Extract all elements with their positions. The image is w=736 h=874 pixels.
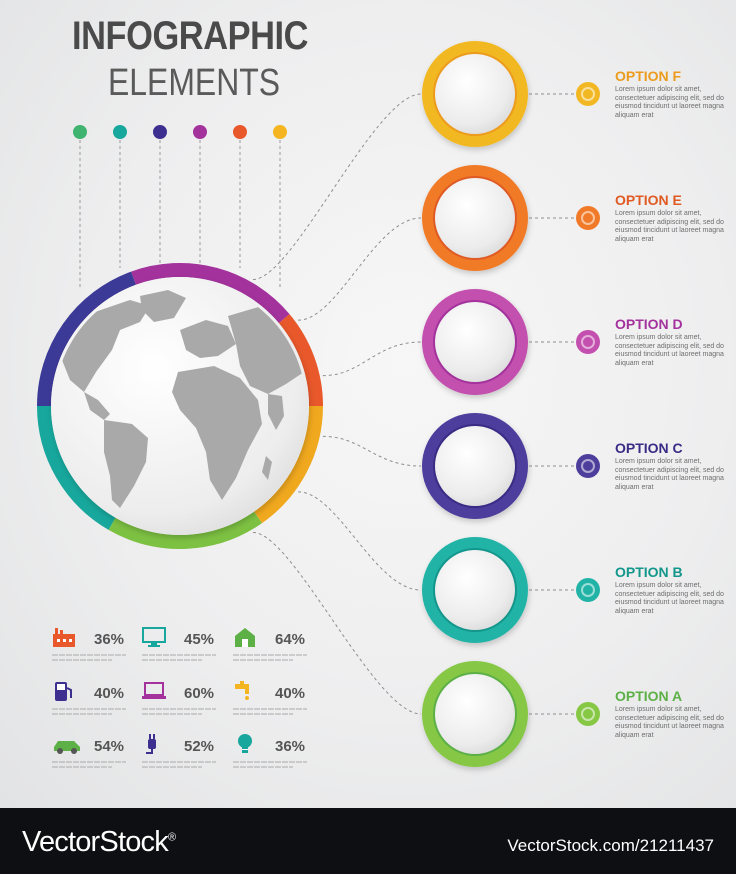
fuel-pump-icon (52, 680, 76, 707)
lightbulb-icon (233, 733, 257, 760)
dashed-connector (322, 341, 422, 377)
option-title: OPTION A (615, 688, 683, 704)
image-id: VectorStock.com/21211437 (507, 836, 714, 855)
option-dot-inner (581, 87, 595, 101)
dashed-connector (322, 435, 422, 467)
option-title: OPTION E (615, 192, 682, 208)
stat-value: 40% (94, 685, 125, 702)
globe (37, 263, 323, 549)
vectorstock-logo: VectorStock® (22, 826, 176, 859)
option-disc (435, 302, 515, 382)
option-dot (576, 330, 600, 354)
globe-ring-segment (131, 263, 290, 324)
option-disc (435, 426, 515, 506)
option-dot-inner (581, 211, 595, 225)
option-description: Lorem ipsum dolor sit amet, consectetuer… (615, 334, 724, 367)
option-dot (576, 702, 600, 726)
laptop-icon (142, 680, 166, 707)
stat-value: 36% (94, 631, 125, 648)
registered-mark: ® (167, 831, 176, 844)
option-description: Lorem ipsum dolor sit amet, consectetuer… (615, 706, 724, 739)
stat-value: 52% (184, 738, 215, 755)
option-disc (435, 54, 515, 134)
color-dot (153, 125, 167, 139)
color-dot (193, 125, 207, 139)
house-icon (233, 626, 257, 653)
globe-ring-segment (108, 511, 263, 549)
plug-icon (142, 733, 166, 760)
option-disc (435, 550, 515, 630)
color-dot (233, 125, 247, 139)
option-dot (576, 82, 600, 106)
option-rings (422, 41, 600, 767)
option-dot (576, 206, 600, 230)
brand-name: VectorStock (22, 826, 169, 858)
factory-icon (52, 626, 76, 653)
stat-caption-lines (52, 761, 126, 768)
option-description: Lorem ipsum dolor sit amet, consectetuer… (615, 458, 724, 491)
stat-value: 64% (275, 631, 306, 648)
globe-ring-segment (278, 314, 323, 407)
option-dot-inner (581, 335, 595, 349)
stat-caption-lines (52, 708, 126, 715)
infographic-graphics (37, 41, 600, 767)
stat-value: 36% (275, 738, 306, 755)
globe-ring-segment (37, 271, 136, 407)
page-title: INFOGRAPHIC (72, 14, 309, 58)
globe-ring-segment (253, 405, 323, 524)
stat-caption-lines (142, 761, 216, 768)
option-description: Lorem ipsum dolor sit amet, consectetuer… (615, 582, 724, 615)
dashed-connector (298, 217, 422, 321)
stat-caption-lines (233, 761, 307, 768)
stat-caption-lines (52, 654, 126, 661)
top-dot-lines (73, 125, 287, 290)
color-dot (273, 125, 287, 139)
option-dot-inner (581, 707, 595, 721)
option-dot (576, 454, 600, 478)
infographic-canvas: INFOGRAPHIC ELEMENTS OPTION F Lorem ipsum… (0, 0, 736, 808)
stat-caption-lines (233, 708, 307, 715)
stat-caption-lines (142, 654, 216, 661)
option-disc (435, 674, 515, 754)
option-disc (435, 178, 515, 258)
color-dot (113, 125, 127, 139)
option-description: Lorem ipsum dolor sit amet, consectetuer… (615, 86, 724, 119)
dashed-connectors (252, 93, 578, 715)
dashed-connector (252, 93, 422, 281)
page-subtitle: ELEMENTS (108, 62, 281, 104)
stat-value: 60% (184, 685, 215, 702)
option-dot-inner (581, 583, 595, 597)
option-dot (576, 578, 600, 602)
dashed-connector (252, 531, 422, 715)
option-title: OPTION B (615, 564, 683, 580)
option-title: OPTION C (615, 440, 683, 456)
globe-ring-segment (37, 405, 116, 530)
faucet-icon (233, 680, 257, 707)
stat-value: 45% (184, 631, 215, 648)
monitor-icon (142, 626, 166, 653)
dashed-connector (298, 491, 422, 591)
stat-value: 40% (275, 685, 306, 702)
option-description: Lorem ipsum dolor sit amet, consectetuer… (615, 210, 724, 243)
option-dot-inner (581, 459, 595, 473)
option-title: OPTION D (615, 316, 683, 332)
car-icon (52, 733, 82, 760)
option-title: OPTION F (615, 68, 682, 84)
stat-caption-lines (233, 654, 307, 661)
color-dot (73, 125, 87, 139)
footer: VectorStock® VectorStock.com/21211437 (0, 808, 736, 874)
stat-caption-lines (142, 708, 216, 715)
stat-value: 54% (94, 738, 125, 755)
